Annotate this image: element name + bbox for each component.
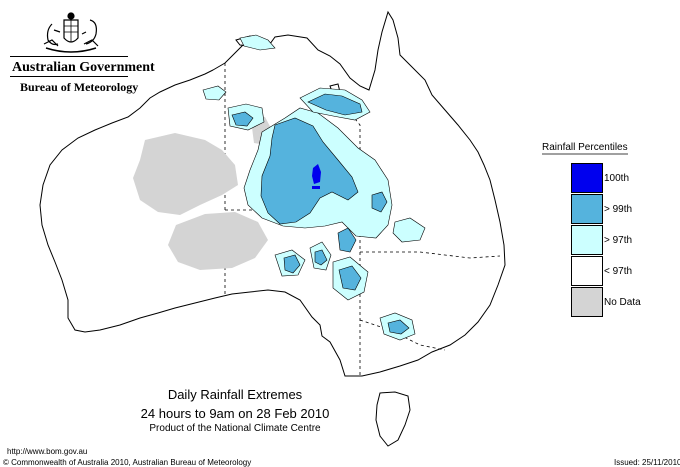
issued-date: Issued: 25/11/2010 (614, 458, 680, 467)
percentile-100-regions (312, 164, 321, 189)
legend-label-97th: > 97th (604, 235, 633, 246)
map-period: 24 hours to 9am on 28 Feb 2010 (140, 406, 330, 421)
bom-website-link[interactable]: http://www.bom.gov.au (7, 447, 88, 456)
legend-swatch-97th (571, 225, 603, 255)
header-rule-top (10, 56, 128, 57)
legend-title: Rainfall Percentiles (542, 142, 628, 153)
copyright-text: © Commonwealth of Australia 2010, Austra… (3, 458, 252, 467)
legend-label-99th: > 99th (604, 204, 633, 215)
legend-swatch-below-97th (571, 256, 603, 286)
legend-label-below-97th: < 97th (604, 266, 633, 277)
legend-swatch-99th (571, 194, 603, 224)
legend-swatch-no-data (571, 287, 603, 317)
map-product-note: Product of the National Climate Centre (149, 423, 321, 434)
bureau-title: Bureau of Meteorology (20, 80, 139, 94)
legend-label-100th: 100th (604, 173, 630, 184)
coat-of-arms-emblem (43, 12, 99, 53)
map-title: Daily Rainfall Extremes (167, 387, 303, 402)
no-data-regions (133, 117, 333, 270)
percentile-99-regions (231, 93, 410, 335)
legend-label-no-data: No Data (604, 297, 641, 308)
legend-swatch-100th (571, 163, 603, 193)
government-title: Australian Government (12, 60, 155, 75)
header-rule-middle (10, 76, 128, 77)
tasmania (375, 391, 411, 447)
